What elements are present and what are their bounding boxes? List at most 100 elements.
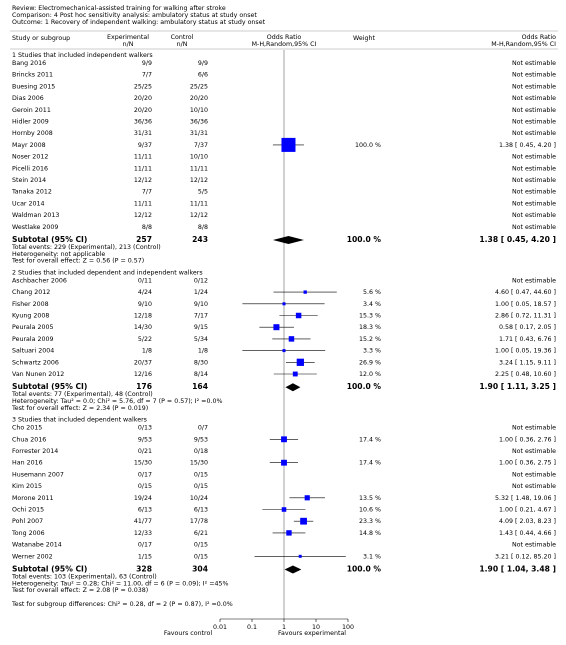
study-name: Werner 2002: [12, 553, 53, 560]
subgroup-test: Test for subgroup differences: Chi² = 0.…: [11, 601, 233, 608]
weight: 5.6 %: [363, 289, 381, 296]
point-estimate: [298, 554, 302, 558]
ctrl-events: 7/17: [194, 313, 208, 320]
study-name: Watanabe 2014: [12, 542, 62, 549]
effect: 2.25 [ 0.48, 10.60 ]: [495, 371, 556, 378]
study-name: Ochi 2015: [12, 507, 44, 514]
effect: Not estimable: [512, 154, 556, 161]
ctrl-events: 6/6: [198, 72, 208, 79]
weight: 18.3 %: [359, 324, 381, 331]
exp-events: 6/13: [138, 507, 152, 514]
effect: 1.00 [ 0.05, 18.57 ]: [495, 301, 556, 308]
study-name: Pohl 2007: [12, 518, 43, 525]
subtotal-weight: 100.0 %: [347, 565, 382, 574]
col-weight: Weight: [353, 35, 375, 42]
effect: 1.00 [ 0.36, 2.75 ]: [499, 460, 556, 467]
study-name: Tanaka 2012: [11, 189, 52, 196]
outcome: Outcome: 1 Recovery of independent walki…: [12, 19, 266, 26]
study-name: Chang 2012: [12, 289, 50, 296]
ctrl-events: 0/15: [194, 471, 208, 478]
ctrl-events: 9/10: [194, 301, 208, 308]
effect: 3.24 [ 1.15, 9.11 ]: [499, 359, 556, 366]
col-exp-n: n/N: [123, 41, 134, 48]
point-estimate: [303, 290, 307, 294]
effect: Not estimable: [512, 107, 556, 114]
effect: 1.00 [ 0.05, 19.36 ]: [495, 348, 556, 355]
weight: 17.4 %: [359, 436, 381, 443]
point-estimate: [282, 349, 286, 353]
ctrl-events: 5/34: [194, 336, 208, 343]
col-ctrl: Control: [171, 34, 194, 41]
weight: 15.2 %: [359, 336, 381, 343]
effect: Not estimable: [512, 471, 556, 478]
effect: 0.58 [ 0.17, 2.05 ]: [499, 324, 556, 331]
point-estimate: [281, 137, 296, 152]
x-tick-label: 1: [282, 624, 286, 631]
point-estimate: [281, 507, 287, 512]
subtotal-label: Subtotal (95% CI): [12, 565, 87, 574]
effect: 5.32 [ 1.48, 19.06 ]: [495, 495, 556, 502]
ctrl-events: 10/10: [190, 154, 208, 161]
group-title: 2 Studies that included dependent and in…: [12, 269, 203, 276]
point-estimate: [292, 371, 298, 377]
note: Test for overall effect: Z = 2.34 (P = 0…: [11, 405, 148, 412]
exp-events: 36/36: [134, 119, 152, 126]
exp-events: 1/15: [138, 553, 152, 560]
col-effect-sub: M-H,Random,95% CI: [491, 41, 556, 48]
subtotal-exp: 328: [136, 565, 152, 574]
point-estimate: [295, 312, 302, 319]
subtotal-ctrl: 164: [192, 382, 208, 391]
ctrl-events: 1/8: [198, 348, 208, 355]
favours-right: Favours experimental: [278, 630, 346, 637]
exp-events: 9/10: [138, 301, 152, 308]
study-name: Cho 2015: [12, 425, 42, 432]
effect: Not estimable: [512, 165, 556, 172]
study-name: Kim 2015: [12, 483, 42, 490]
subtotal-weight: 100.0 %: [347, 235, 382, 244]
exp-events: 9/53: [138, 436, 152, 443]
col-exp: Experimental: [107, 34, 149, 41]
subtotal-weight: 100.0 %: [347, 382, 382, 391]
point-estimate: [286, 530, 292, 536]
ctrl-events: 20/20: [190, 95, 208, 102]
weight: 10.6 %: [359, 507, 381, 514]
ctrl-events: 9/9: [198, 60, 208, 67]
exp-events: 11/11: [134, 165, 152, 172]
effect: Not estimable: [512, 542, 556, 549]
x-tick-label: 0.01: [213, 624, 227, 631]
exp-events: 12/12: [134, 177, 152, 184]
ctrl-events: 0/18: [194, 448, 208, 455]
study-name: Hidler 2009: [12, 119, 49, 126]
study-name: Van Nunen 2012: [12, 371, 64, 378]
exp-events: 12/33: [134, 530, 152, 537]
subtotal-label: Subtotal (95% CI): [12, 382, 87, 391]
point-estimate: [282, 302, 286, 306]
effect: Not estimable: [512, 212, 556, 219]
exp-events: 25/25: [134, 83, 152, 90]
review: Review: Electromechanical-assisted train…: [12, 5, 226, 12]
x-tick-label: 10: [312, 624, 320, 631]
ctrl-events: 0/15: [194, 542, 208, 549]
ctrl-events: 1/24: [194, 289, 208, 296]
effect: Not estimable: [512, 72, 556, 79]
subtotal-effect: 1.90 [ 1.11, 3.25 ]: [479, 382, 556, 391]
study-name: Forrester 2014: [12, 448, 58, 455]
effect: Not estimable: [512, 60, 556, 67]
exp-events: 41/77: [134, 518, 152, 525]
subtotal-exp: 176: [136, 382, 152, 391]
col-effect: Odds Ratio: [522, 34, 557, 41]
effect: Not estimable: [512, 83, 556, 90]
x-tick-label: 100: [342, 624, 354, 631]
weight: 26.9 %: [359, 359, 381, 366]
effect: Not estimable: [512, 425, 556, 432]
exp-events: 11/11: [134, 200, 152, 207]
group-title: 1 Studies that included independent walk…: [12, 52, 153, 59]
effect: 1.00 [ 0.36, 2.76 ]: [499, 436, 556, 443]
study-name: Buesing 2015: [12, 83, 55, 90]
summary-diamond: [284, 565, 302, 574]
study-name: Fisher 2008: [12, 301, 49, 308]
ctrl-events: 8/14: [194, 371, 208, 378]
note: Total events: 103 (Experimental), 63 (Co…: [11, 574, 157, 581]
study-name: Peurala 2005: [12, 324, 54, 331]
ctrl-events: 11/11: [190, 200, 208, 207]
